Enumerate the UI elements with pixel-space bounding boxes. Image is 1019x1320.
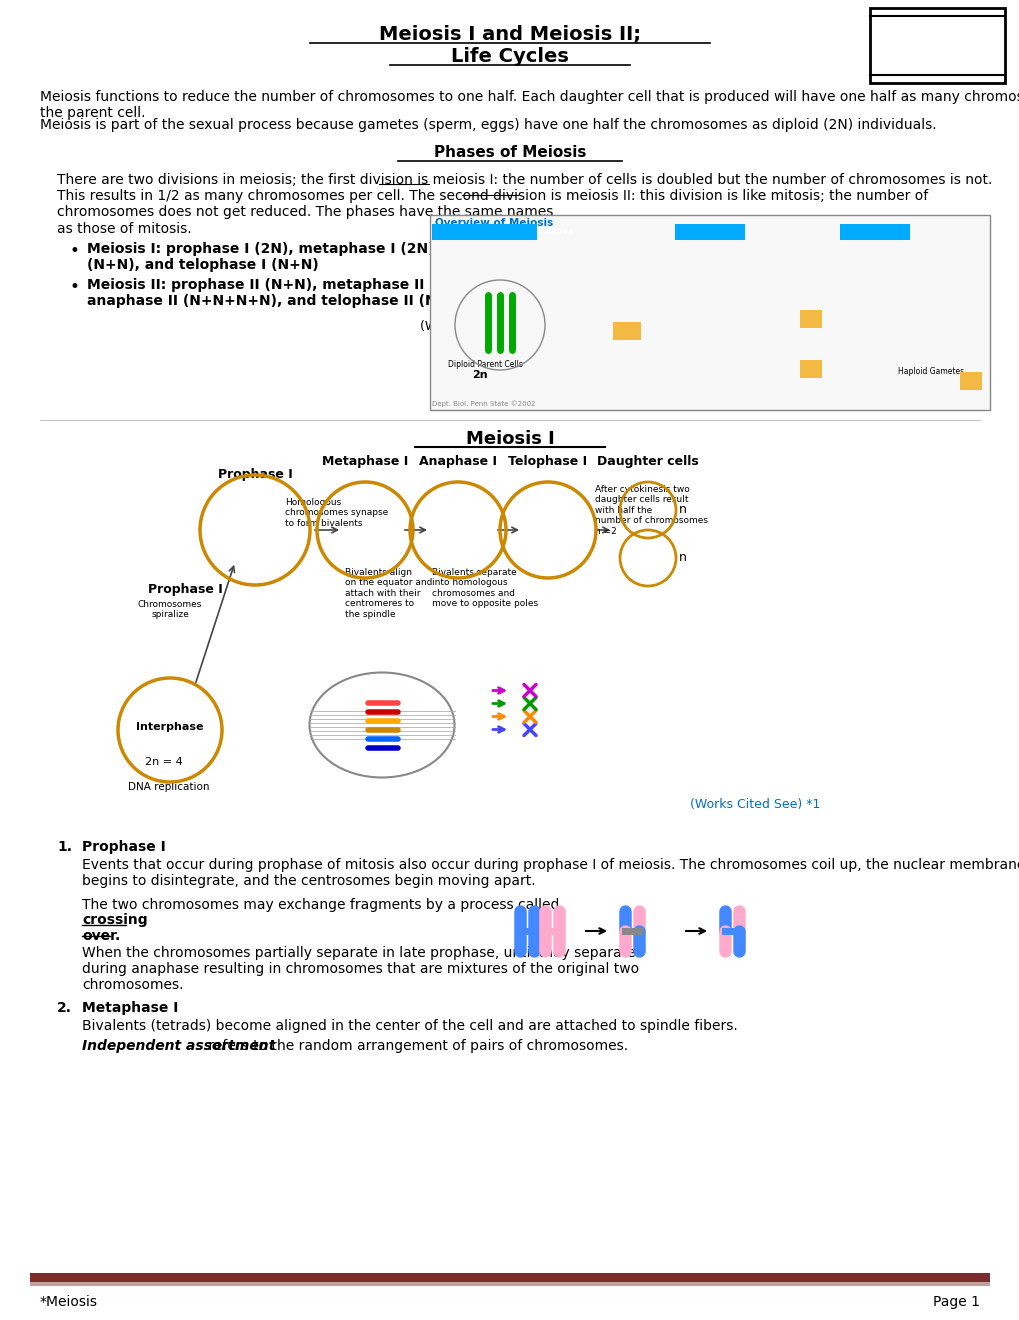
Text: Meiosis functions to reduce the number of chromosomes to one half. Each daughter: Meiosis functions to reduce the number o… bbox=[40, 90, 1019, 120]
Text: 2n: 2n bbox=[615, 323, 629, 333]
Bar bbox=[840, 224, 909, 240]
Text: Metaphase I: Metaphase I bbox=[82, 1001, 178, 1015]
Text: 1.: 1. bbox=[57, 840, 72, 854]
Text: Meiosis II: Meiosis II bbox=[844, 227, 889, 236]
Text: n: n bbox=[802, 312, 809, 322]
Text: Diploid Parent Cells: Diploid Parent Cells bbox=[447, 360, 523, 370]
Text: Anaphase I: Anaphase I bbox=[419, 455, 496, 469]
Text: Meiosis I: prophase I (2N), metaphase I (2N), anaphase I
(N+N), and telophase I : Meiosis I: prophase I (2N), metaphase I … bbox=[87, 242, 530, 272]
Text: Prophase I: Prophase I bbox=[148, 583, 222, 597]
Text: •: • bbox=[70, 279, 79, 296]
Text: n: n bbox=[679, 503, 686, 516]
Text: refers to the random arrangement of pairs of chromosomes.: refers to the random arrangement of pair… bbox=[204, 1039, 628, 1053]
Bar bbox=[675, 224, 744, 240]
Text: Life Cycles: Life Cycles bbox=[450, 48, 569, 66]
Text: Events that occur during prophase of mitosis also occur during prophase I of mei: Events that occur during prophase of mit… bbox=[82, 858, 1019, 888]
Text: Interphase: Interphase bbox=[137, 722, 204, 733]
Text: Phases of Meiosis: Phases of Meiosis bbox=[433, 145, 586, 160]
Text: Haploid Gametes: Haploid Gametes bbox=[897, 367, 963, 376]
Text: Meiosis I: Meiosis I bbox=[465, 430, 554, 447]
Text: After cytokinesis two
daughter cells result
with half the
number of chromosomes
: After cytokinesis two daughter cells res… bbox=[594, 484, 707, 536]
Text: Center: Center bbox=[899, 55, 973, 74]
Bar bbox=[432, 224, 536, 240]
Text: Prophase I: Prophase I bbox=[217, 469, 292, 480]
Text: Homologous
chromosomes synapse
to form bivalents: Homologous chromosomes synapse to form b… bbox=[284, 498, 388, 528]
Text: Bivalents align
on the equator and
attach with their
centromeres to
the spindle: Bivalents align on the equator and attac… bbox=[344, 568, 432, 619]
Text: 2n: 2n bbox=[472, 370, 487, 380]
Text: Meiosis I: Meiosis I bbox=[680, 227, 720, 236]
Text: Prophase I: Prophase I bbox=[82, 840, 166, 854]
Text: When the chromosomes partially separate in late prophase, until they separate
du: When the chromosomes partially separate … bbox=[82, 946, 639, 993]
Text: 2.: 2. bbox=[57, 1001, 72, 1015]
Bar bbox=[430, 215, 989, 411]
Text: (Works Cited See) *1: (Works Cited See) *1 bbox=[689, 799, 819, 810]
Text: Chromosomes
spiralize: Chromosomes spiralize bbox=[138, 601, 202, 619]
Text: The two chromosomes may exchange fragments by a process called: The two chromosomes may exchange fragmen… bbox=[82, 898, 564, 912]
Text: Bivalents separate
into homologous
chromosomes and
move to opposite poles: Bivalents separate into homologous chrom… bbox=[432, 568, 538, 609]
Bar bbox=[869, 8, 1004, 83]
Text: Meiosis I and Meiosis II;: Meiosis I and Meiosis II; bbox=[379, 25, 640, 44]
Text: Duplication of Chromosomes: Duplication of Chromosomes bbox=[436, 227, 573, 236]
Text: ΣMath/: ΣMath/ bbox=[906, 20, 966, 36]
Text: Meiosis is part of the sexual process because gametes (sperm, eggs) have one hal: Meiosis is part of the sexual process be… bbox=[40, 117, 935, 132]
Text: Overview of Meiosis: Overview of Meiosis bbox=[434, 218, 552, 228]
Text: Daughter cells: Daughter cells bbox=[596, 455, 698, 469]
Bar bbox=[799, 360, 821, 378]
Bar bbox=[612, 322, 640, 341]
Text: There are two divisions in meiosis; the first division is meiosis I: the number : There are two divisions in meiosis; the … bbox=[57, 173, 991, 235]
Text: Dept. Biol. Penn State ©2002: Dept. Biol. Penn State ©2002 bbox=[432, 400, 535, 407]
Text: •: • bbox=[70, 242, 79, 260]
Bar bbox=[30, 1272, 989, 1282]
Text: n: n bbox=[802, 362, 809, 372]
Text: Independent assortment: Independent assortment bbox=[82, 1039, 275, 1053]
Text: Bivalents (tetrads) become aligned in the center of the cell and are attached to: Bivalents (tetrads) become aligned in th… bbox=[82, 1019, 737, 1034]
Text: Metaphase I: Metaphase I bbox=[322, 455, 408, 469]
Text: 2n = 4: 2n = 4 bbox=[145, 756, 182, 767]
Text: Telophase I: Telophase I bbox=[507, 455, 587, 469]
Text: Science: Science bbox=[894, 37, 978, 55]
Text: *Meiosis: *Meiosis bbox=[40, 1295, 98, 1309]
Text: Meiosis II: prophase II (N+N), metaphase II (N+N),
anaphase II (N+N+N+N), and te: Meiosis II: prophase II (N+N), metaphase… bbox=[87, 279, 513, 308]
Text: DNA replication: DNA replication bbox=[127, 781, 209, 792]
Text: n: n bbox=[679, 550, 686, 564]
Text: n: n bbox=[962, 378, 969, 387]
Bar bbox=[30, 1282, 989, 1286]
Text: Page 1: Page 1 bbox=[932, 1295, 979, 1309]
Text: crossing
over.: crossing over. bbox=[82, 913, 148, 944]
Bar bbox=[799, 310, 821, 327]
Text: (Works Cited See) *3: (Works Cited See) *3 bbox=[420, 319, 550, 333]
Bar bbox=[959, 372, 981, 389]
